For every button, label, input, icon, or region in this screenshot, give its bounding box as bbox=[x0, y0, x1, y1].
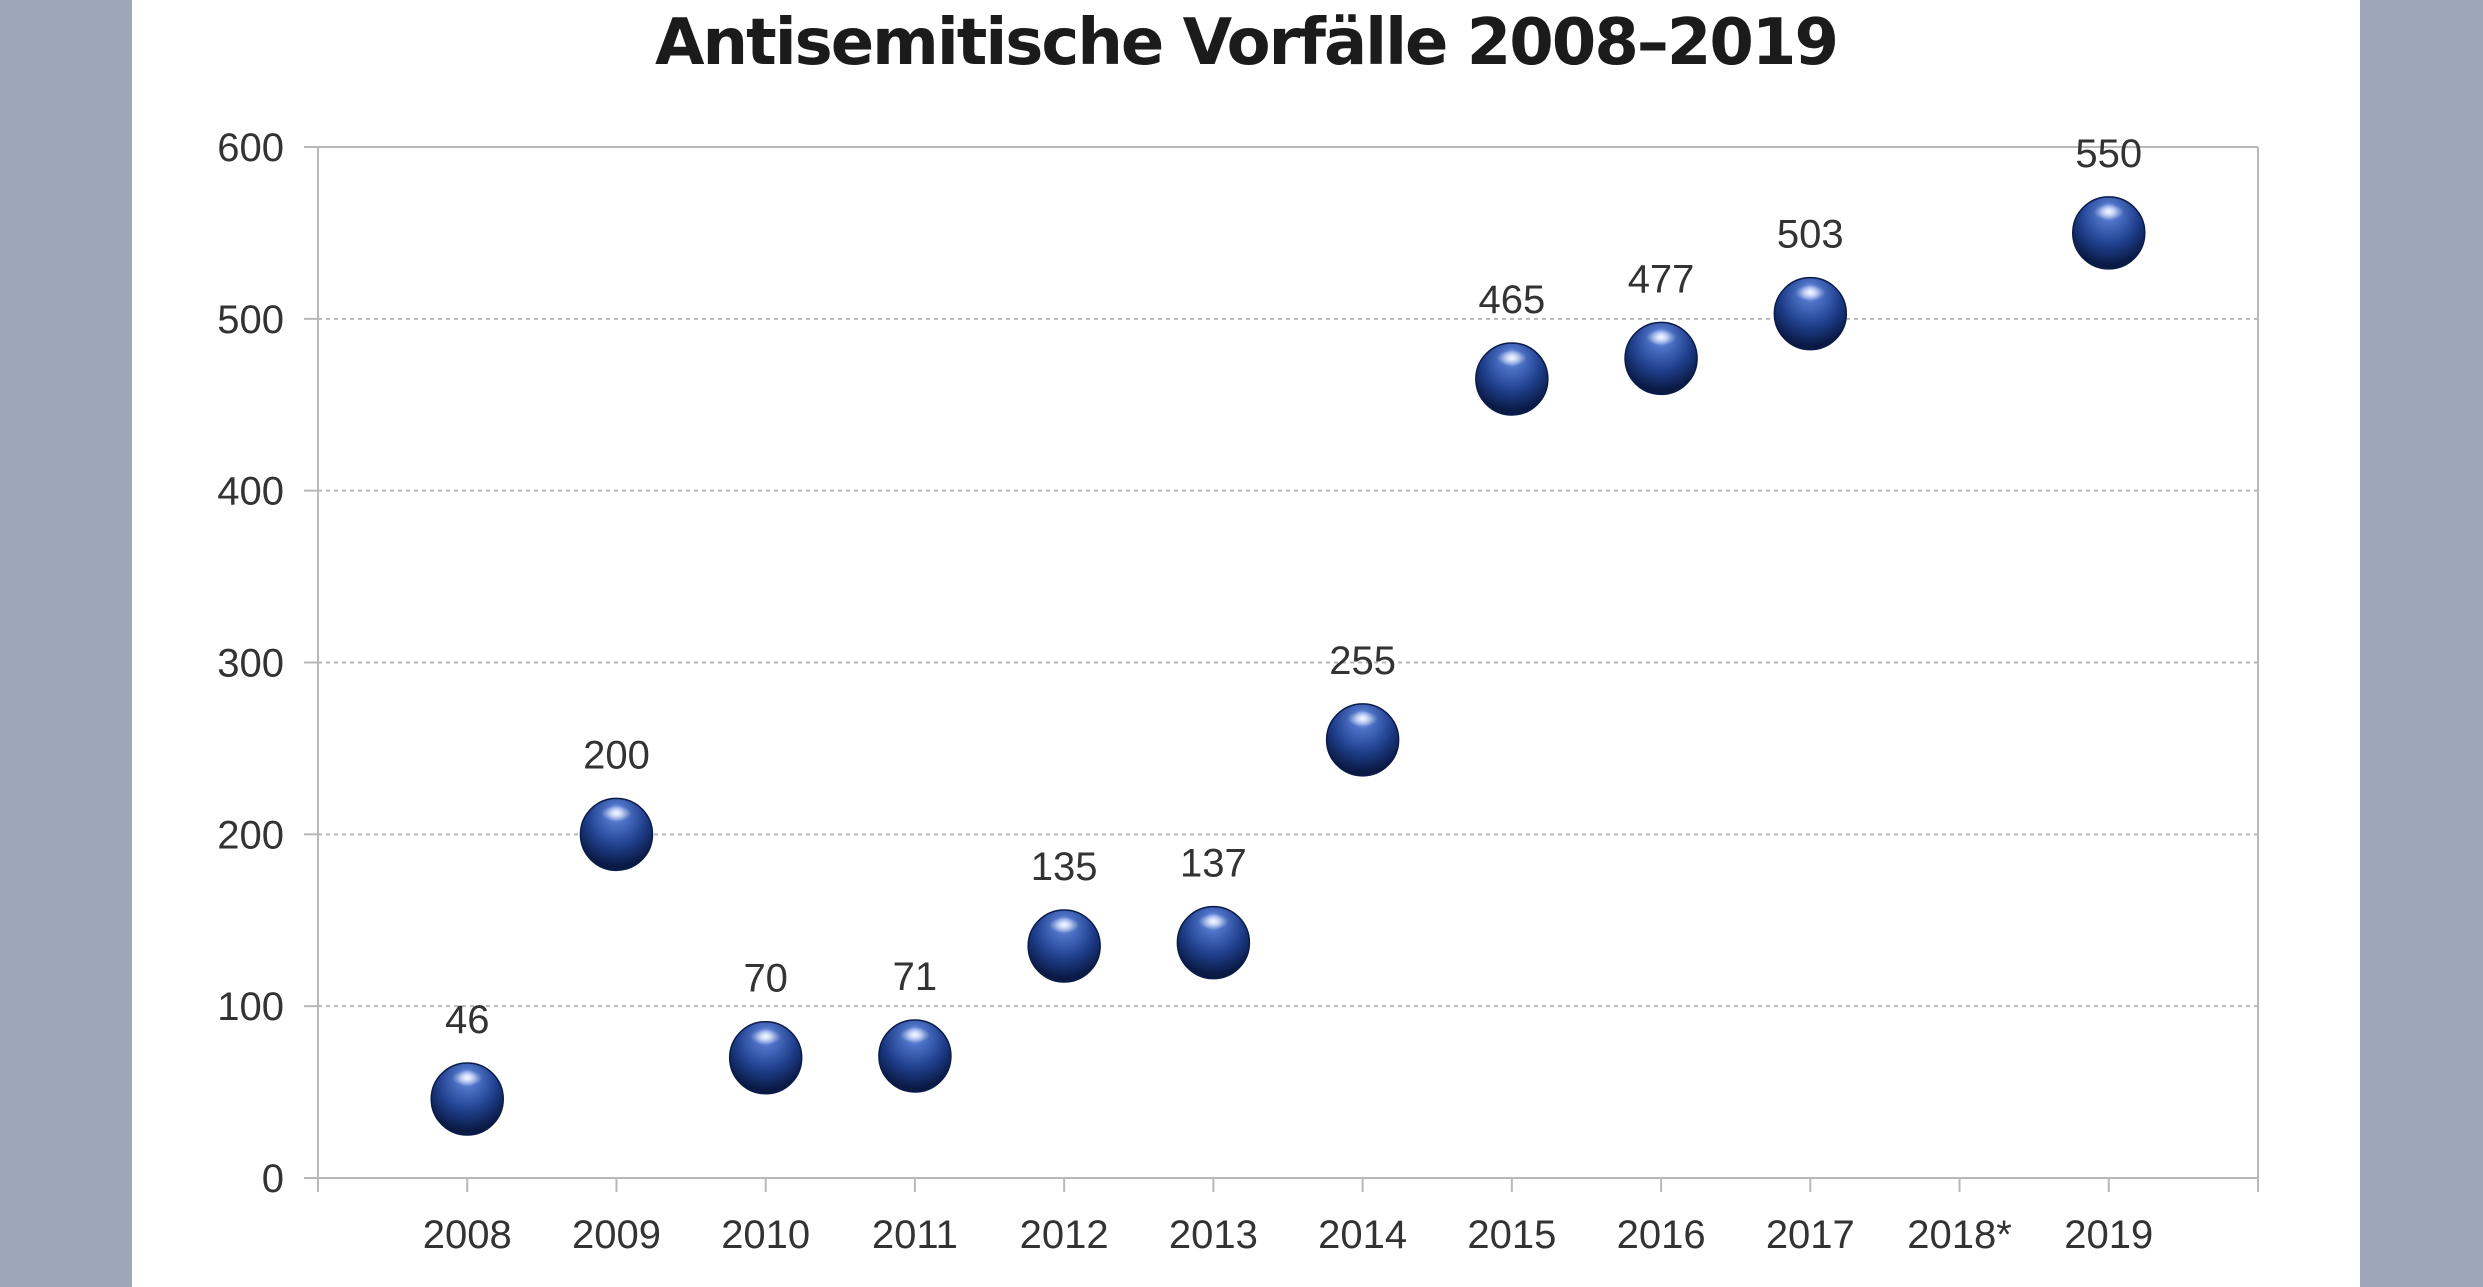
data-label: 465 bbox=[1478, 278, 1545, 322]
data-label: 503 bbox=[1777, 213, 1844, 257]
y-tick-label: 400 bbox=[217, 470, 284, 514]
x-tick-label: 2008 bbox=[423, 1213, 512, 1257]
data-point bbox=[728, 1020, 803, 1095]
data-label: 477 bbox=[1628, 257, 1695, 301]
x-tick-label: 2017 bbox=[1766, 1213, 1855, 1257]
data-point bbox=[430, 1062, 504, 1136]
y-tick-label: 200 bbox=[217, 813, 284, 857]
y-tick-label: 0 bbox=[262, 1157, 284, 1201]
grid-lines bbox=[318, 146, 2258, 1008]
data-label: 255 bbox=[1329, 639, 1396, 683]
x-tick-label: 2019 bbox=[2064, 1213, 2153, 1257]
data-label: 70 bbox=[743, 957, 788, 1001]
data-label: 46 bbox=[445, 998, 490, 1042]
y-tick-label: 500 bbox=[217, 298, 284, 342]
data-point bbox=[2072, 196, 2146, 270]
x-tick-label: 2015 bbox=[1467, 1213, 1556, 1257]
x-tick-label: 2014 bbox=[1318, 1213, 1407, 1257]
data-point bbox=[1325, 703, 1400, 777]
data-label: 137 bbox=[1180, 842, 1247, 886]
x-tick-label: 2013 bbox=[1169, 1213, 1258, 1257]
tick-labels: 0 100 200 300 400 500 600 2008 2009 2010 2011 2012 2… bbox=[217, 126, 2153, 1257]
data-label: 71 bbox=[893, 955, 938, 999]
data-point bbox=[1176, 905, 1251, 980]
data-point bbox=[878, 1019, 952, 1093]
data-point bbox=[1773, 276, 1848, 351]
data-labels: 46 200 70 71 135 137 255 465 477 503 550 bbox=[445, 132, 2142, 1042]
x-tick-label: 2010 bbox=[721, 1213, 810, 1257]
data-point bbox=[1027, 909, 1101, 983]
x-tick-label: 2009 bbox=[572, 1213, 661, 1257]
data-point bbox=[1624, 321, 1698, 396]
chart-panel: Antisemitische Vorfälle 2008–2019 bbox=[132, 0, 2360, 1287]
x-tick-label: 2018* bbox=[1907, 1213, 2012, 1257]
data-points bbox=[430, 196, 2146, 1136]
chart-title: Antisemitische Vorfälle 2008–2019 bbox=[655, 6, 1839, 80]
y-tick-label: 100 bbox=[217, 985, 284, 1029]
data-point bbox=[579, 797, 654, 872]
axes bbox=[304, 146, 2259, 1192]
x-tick-label: 2011 bbox=[872, 1213, 958, 1257]
y-tick-label: 300 bbox=[217, 642, 284, 686]
data-label: 550 bbox=[2075, 132, 2142, 176]
data-label: 200 bbox=[583, 733, 650, 777]
x-tick-label: 2012 bbox=[1020, 1213, 1109, 1257]
y-tick-label: 600 bbox=[217, 126, 284, 170]
data-point bbox=[1475, 342, 1549, 416]
x-tick-label: 2016 bbox=[1617, 1213, 1706, 1257]
data-label: 135 bbox=[1031, 845, 1098, 889]
